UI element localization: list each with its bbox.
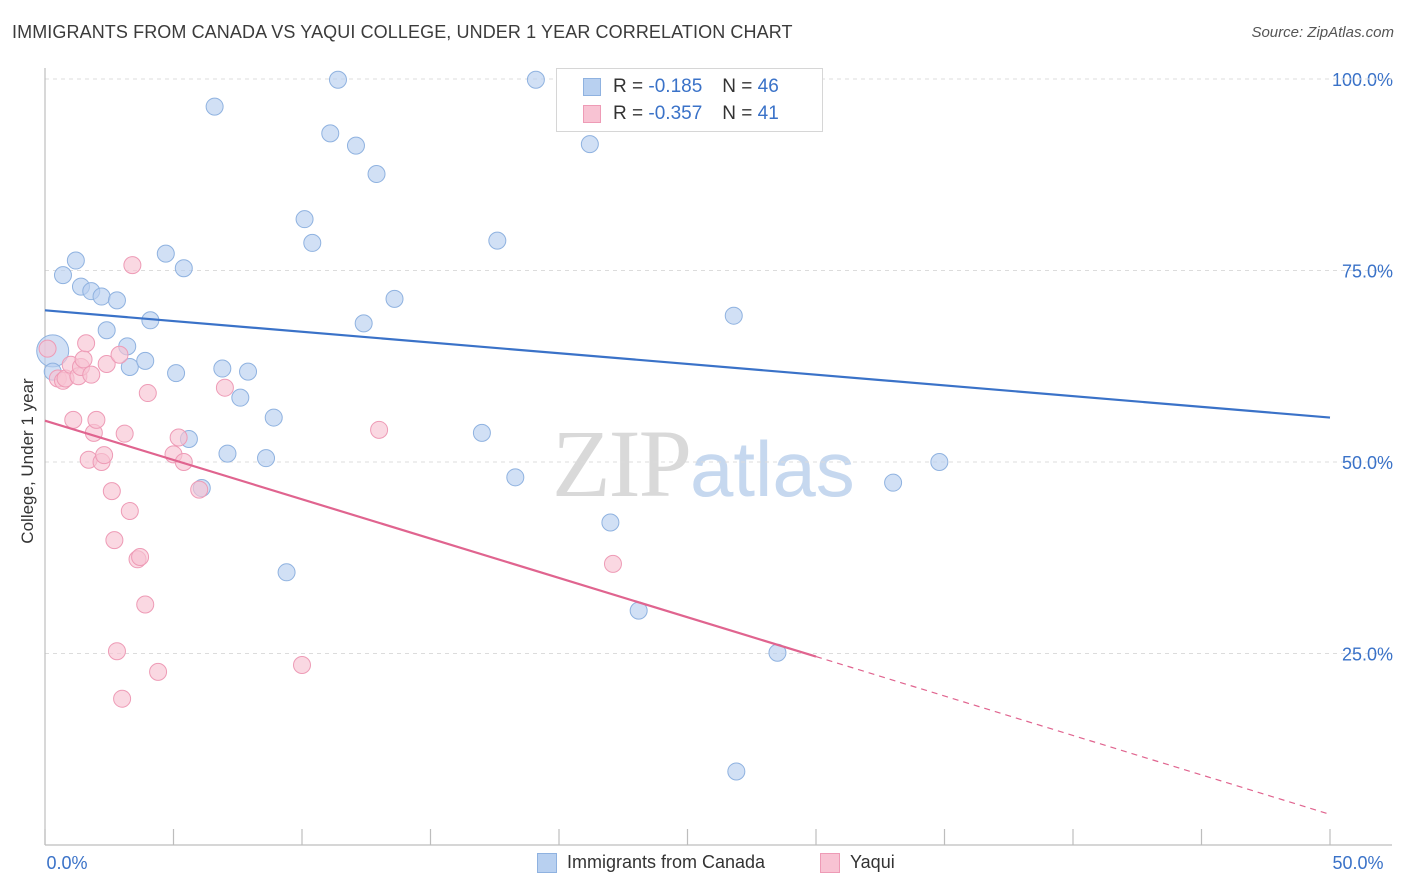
- canada-point: [264, 408, 283, 427]
- canada-point: [167, 364, 186, 383]
- yaqui-point: [131, 547, 150, 566]
- legend-swatch-blue: [537, 852, 557, 873]
- canada-trend-line: [44, 309, 1331, 419]
- n-value: 46: [757, 76, 779, 97]
- yaqui-point: [115, 424, 134, 443]
- canada-point: [257, 449, 276, 468]
- canada-point: [321, 124, 340, 143]
- canada-point: [303, 233, 322, 252]
- yaqui-point: [107, 642, 126, 661]
- canada-point: [66, 251, 85, 270]
- canada-point: [354, 314, 373, 333]
- canada-point: [97, 321, 116, 340]
- legend-item-canada[interactable]: Immigrants from Canada: [537, 852, 765, 873]
- canada-point: [328, 70, 347, 89]
- yaqui-point: [136, 595, 155, 614]
- legend-label-canada: Immigrants from Canada: [567, 852, 766, 872]
- watermark: ZIPatlas: [552, 408, 855, 519]
- n-label: N =: [722, 76, 753, 97]
- yaqui-point: [95, 446, 114, 465]
- canada-point: [53, 266, 72, 285]
- yaqui-trend-line: [44, 419, 817, 658]
- canada-point: [385, 289, 404, 308]
- yaqui-point: [97, 354, 116, 373]
- canada-point: [277, 563, 296, 582]
- stats-legend-row-yaqui: R = -0.357 N = 41: [583, 102, 779, 126]
- canada-point: [136, 351, 155, 370]
- canada-point: [295, 210, 314, 229]
- legend-swatch-blue: [583, 78, 601, 96]
- n-label: N =: [722, 103, 753, 124]
- canada-point: [506, 468, 525, 487]
- yaqui-point: [120, 502, 139, 521]
- yaqui-point: [138, 384, 157, 403]
- canada-point: [120, 358, 139, 377]
- yaqui-point: [105, 531, 124, 550]
- x-tick-label: 50.0%: [1332, 853, 1383, 873]
- canada-point: [174, 259, 193, 278]
- canada-point: [213, 359, 232, 378]
- yaqui-point: [149, 662, 168, 681]
- x-tick-label: 0.0%: [46, 853, 87, 873]
- stats-legend-row-canada: R = -0.185 N = 46: [583, 75, 779, 99]
- canada-point: [884, 473, 903, 492]
- y-tick-label: 100.0%: [1332, 70, 1393, 90]
- yaqui-point: [38, 339, 57, 358]
- canada-point: [346, 136, 365, 155]
- canada-point: [218, 444, 237, 463]
- yaqui-point: [74, 350, 93, 369]
- legend-item-yaqui[interactable]: Yaqui: [820, 852, 895, 873]
- canada-point: [231, 388, 250, 407]
- yaqui-trend-extension: [815, 655, 1331, 815]
- canada-point: [526, 70, 545, 89]
- series-legend: Immigrants from Canada Yaqui: [0, 852, 1406, 878]
- yaqui-point: [113, 689, 132, 708]
- yaqui-point: [102, 482, 121, 501]
- legend-swatch-pink: [820, 852, 840, 873]
- r-label: R =: [613, 76, 644, 97]
- canada-point: [727, 762, 746, 781]
- canada-point: [472, 423, 491, 442]
- y-tick-label: 25.0%: [1342, 645, 1393, 665]
- stats-legend: R = -0.185 N = 46 R = -0.357 N = 41: [556, 68, 823, 132]
- canada-point: [367, 164, 386, 183]
- canada-point: [601, 513, 620, 532]
- canada-point: [488, 231, 507, 250]
- yaqui-point: [87, 410, 106, 429]
- y-tick-label: 75.0%: [1342, 262, 1393, 282]
- canada-point: [92, 287, 111, 306]
- canada-point: [930, 453, 949, 471]
- legend-swatch-pink: [583, 105, 601, 123]
- y-axis-label: College, Under 1 year: [18, 378, 37, 544]
- source-label: Source: ZipAtlas.com: [1251, 24, 1394, 41]
- canada-point: [724, 306, 743, 325]
- r-value: -0.357: [648, 103, 703, 124]
- yaqui-point: [190, 480, 209, 499]
- r-value: -0.185: [648, 76, 703, 97]
- chart-title: IMMIGRANTS FROM CANADA VS YAQUI COLLEGE,…: [12, 22, 793, 42]
- canada-point: [107, 291, 126, 310]
- yaqui-point: [169, 428, 188, 447]
- y-tick-label: 50.0%: [1342, 453, 1393, 473]
- yaqui-point: [123, 256, 142, 275]
- legend-label-yaqui: Yaqui: [850, 852, 895, 872]
- yaqui-point: [215, 378, 234, 397]
- watermark-atlas: atlas: [690, 425, 855, 513]
- canada-point: [239, 362, 258, 381]
- yaqui-point: [82, 365, 101, 384]
- yaqui-point: [64, 410, 83, 429]
- r-label: R =: [613, 103, 644, 124]
- canada-point: [205, 97, 224, 116]
- canada-point: [156, 244, 175, 263]
- yaqui-point: [110, 345, 129, 364]
- yaqui-point: [603, 554, 622, 573]
- yaqui-point: [293, 655, 311, 674]
- n-value: 41: [757, 103, 779, 124]
- yaqui-point: [370, 420, 389, 439]
- yaqui-point: [77, 334, 96, 353]
- canada-point: [580, 135, 599, 154]
- watermark-zip: ZIP: [552, 410, 692, 517]
